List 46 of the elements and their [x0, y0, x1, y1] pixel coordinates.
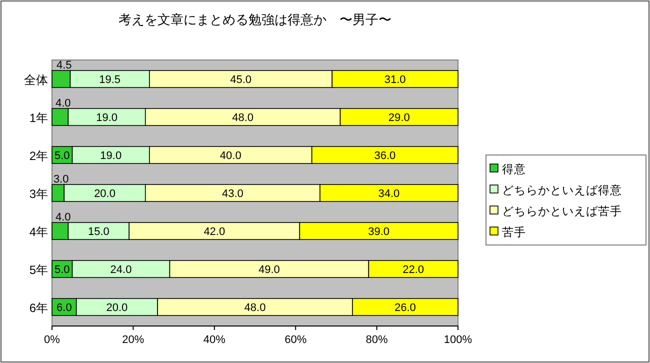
data-label: 43.0 — [222, 188, 244, 200]
data-label: 45.0 — [230, 74, 252, 86]
y-tick-label: 4年 — [29, 225, 48, 239]
x-tick-label: 0% — [44, 334, 60, 346]
y-tick-label: 3年 — [29, 187, 48, 201]
legend-label: 得意 — [502, 163, 526, 176]
data-label: 20.0 — [94, 188, 116, 200]
data-label: 39.0 — [368, 226, 390, 238]
y-tick-label: 5年 — [29, 263, 48, 277]
data-label: 36.0 — [374, 150, 396, 162]
data-label: 19.5 — [99, 74, 121, 86]
data-label: 40.0 — [220, 150, 242, 162]
data-label: 49.0 — [258, 264, 280, 276]
data-label: 48.0 — [244, 302, 266, 314]
data-label: 22.0 — [402, 264, 424, 276]
data-label: 5.0 — [54, 264, 70, 276]
data-label: 24.0 — [110, 264, 132, 276]
x-tick-label: 20% — [122, 334, 144, 346]
x-tick-label: 60% — [284, 334, 307, 346]
data-label: 4.0 — [55, 98, 71, 110]
chart-title: 考えを文章にまとめる勉強は得意か 〜男子〜 — [118, 12, 392, 27]
x-tick-label: 40% — [203, 334, 226, 346]
x-tick-label: 80% — [366, 334, 388, 346]
data-label: 42.0 — [204, 226, 226, 238]
data-label: 6.0 — [56, 302, 72, 314]
data-label: 31.0 — [384, 74, 406, 86]
y-tick-label: 1年 — [29, 111, 48, 125]
data-label: 29.0 — [388, 112, 410, 124]
data-label: 4.0 — [55, 212, 71, 224]
data-label: 20.0 — [106, 302, 128, 314]
legend-label: 苦手 — [502, 225, 526, 239]
y-tick-label: 6年 — [29, 301, 48, 315]
data-label: 19.0 — [100, 150, 122, 162]
data-label: 34.0 — [378, 188, 400, 200]
data-label: 19.0 — [96, 112, 118, 124]
legend-label: どちらかといえば得意 — [502, 184, 622, 197]
y-tick-label: 全体 — [24, 73, 48, 87]
data-label: 3.0 — [53, 174, 69, 186]
data-label: 48.0 — [232, 112, 254, 124]
x-tick-label: 100% — [444, 334, 472, 346]
data-label: 15.0 — [88, 226, 110, 238]
y-tick-label: 2年 — [29, 149, 48, 163]
legend-label: どちらかといえば苦手 — [502, 204, 622, 218]
data-label: 4.5 — [56, 60, 72, 72]
data-label: 5.0 — [54, 150, 70, 162]
data-label: 26.0 — [394, 302, 416, 314]
